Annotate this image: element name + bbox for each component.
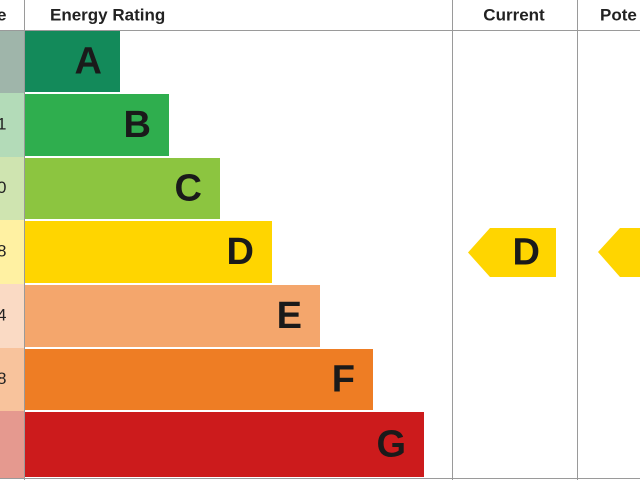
score-cell — [0, 411, 24, 478]
score-cell — [0, 220, 24, 284]
rating-letter: B — [124, 104, 151, 146]
rating-bar — [25, 349, 373, 410]
score-cell — [0, 348, 24, 411]
score-header: e — [0, 5, 6, 24]
rating-letter: G — [376, 424, 406, 466]
bands: A 1 B 0 C 8 D 4 E 8 FG — [0, 30, 424, 478]
score-cell — [0, 30, 24, 93]
rating-letter: A — [75, 41, 102, 83]
rating-bar — [25, 158, 220, 219]
rating-letter: F — [332, 359, 355, 401]
potential-arrow — [598, 228, 640, 277]
rating-header: Energy Rating — [50, 5, 165, 24]
rating-bar — [25, 221, 272, 283]
rating-bar — [25, 412, 424, 477]
score-cell — [0, 157, 24, 220]
score-label: 8 — [0, 241, 6, 260]
rating-bar — [25, 285, 320, 347]
score-label: 4 — [0, 305, 6, 324]
rating-bar — [25, 94, 169, 156]
rating-letter: C — [175, 168, 202, 210]
rating-bar — [25, 31, 120, 92]
score-cell — [0, 284, 24, 348]
rating-letter: D — [227, 231, 254, 273]
current-arrow — [468, 228, 556, 277]
current-rating: D — [513, 232, 540, 274]
score-label: 1 — [0, 114, 6, 133]
potential-header: Pote — [600, 5, 637, 24]
score-label: 0 — [0, 178, 6, 197]
score-label: 8 — [0, 369, 6, 388]
score-cell — [0, 93, 24, 157]
rating-letter: E — [277, 295, 302, 337]
current-header: Current — [483, 5, 545, 24]
